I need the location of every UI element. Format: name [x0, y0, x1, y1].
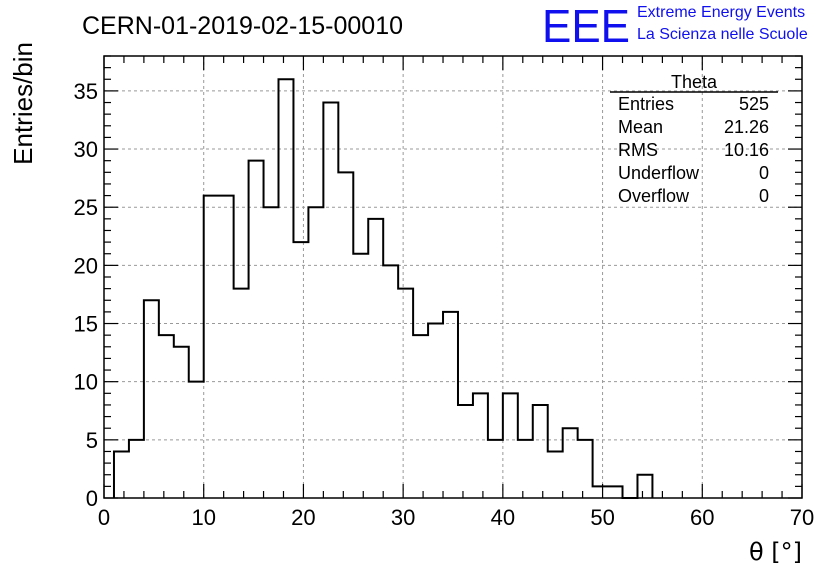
histogram-bin	[338, 172, 353, 498]
histogram-bin	[488, 440, 503, 498]
x-tick-label: 60	[690, 505, 714, 530]
grid-lines	[104, 56, 802, 498]
stats-title: Theta	[671, 72, 718, 92]
histogram-bin	[144, 300, 159, 498]
histogram-bin	[189, 382, 204, 498]
histogram-bin	[204, 196, 219, 498]
histogram-bin	[473, 393, 488, 498]
histogram-bin	[503, 393, 518, 498]
stats-rows: Entries 525 Mean 21.26 RMS 10.16 Underflow 0 Ove…	[618, 94, 769, 206]
histogram-bin	[593, 486, 608, 498]
eee-logo: EEE	[542, 0, 630, 52]
stats-label: Entries	[618, 94, 674, 114]
histogram-bin	[159, 335, 174, 498]
stats-value: 10.16	[724, 140, 769, 160]
x-tick-label: 0	[98, 505, 110, 530]
histogram-bin	[368, 219, 383, 498]
y-tick-label: 5	[86, 428, 98, 453]
y-tick-labels: 0 5 10 15 20 25 30 35	[74, 79, 98, 511]
stats-label: RMS	[618, 140, 658, 160]
histogram-bin	[458, 405, 473, 498]
axis-ticks	[103, 55, 803, 499]
histogram-bin	[578, 440, 593, 498]
stats-box: Theta Entries 525 Mean 21.26 RMS 10.16 Underfl…	[610, 72, 778, 206]
stats-value: 0	[759, 186, 769, 206]
histogram-bin	[293, 242, 308, 498]
histogram-bin	[518, 440, 533, 498]
histogram-bin	[219, 196, 234, 498]
histogram-bin	[129, 440, 144, 498]
y-tick-label: 30	[74, 137, 98, 162]
histogram-bin	[279, 79, 294, 498]
y-tick-label: 35	[74, 79, 98, 104]
stats-value: 0	[759, 163, 769, 183]
histogram-bin	[383, 265, 398, 498]
stats-value: 21.26	[724, 117, 769, 137]
histogram-bin	[443, 312, 458, 498]
histogram-bin	[608, 486, 623, 498]
histogram-outline	[112, 78, 654, 499]
histogram-bin	[323, 103, 338, 498]
stats-value: 525	[739, 94, 769, 114]
histogram-bin	[413, 335, 428, 498]
histogram-bin	[637, 475, 652, 498]
y-axis-label: Entries/bin	[8, 42, 38, 165]
x-tick-label: 40	[491, 505, 515, 530]
histogram-bin	[428, 324, 443, 498]
histogram-bin	[308, 207, 323, 498]
x-tick-label: 30	[391, 505, 415, 530]
x-tick-label: 70	[790, 505, 814, 530]
histogram-bin	[249, 161, 264, 498]
histogram-bins	[114, 79, 652, 498]
logo-line-2: La Scienza nelle Scuole	[637, 26, 808, 43]
histogram-bin	[234, 289, 249, 498]
x-tick-label: 20	[291, 505, 315, 530]
histogram-bin	[563, 428, 578, 498]
histogram-bin	[398, 289, 413, 498]
logo-line-1: Extreme Energy Events	[637, 4, 806, 21]
histogram-bin	[114, 451, 129, 498]
stats-label: Overflow	[618, 186, 690, 206]
y-tick-label: 10	[74, 370, 98, 395]
histogram-bin	[533, 405, 548, 498]
y-tick-label: 25	[74, 195, 98, 220]
y-tick-label: 0	[86, 486, 98, 511]
x-tick-label: 10	[191, 505, 215, 530]
stats-label: Mean	[618, 117, 663, 137]
stats-label: Underflow	[618, 163, 700, 183]
run-title: CERN-01-2019-02-15-00010	[82, 12, 403, 40]
x-tick-labels: 0 10 20 30 40 50 60 70	[98, 505, 814, 530]
x-axis-label: θ [°]	[749, 538, 802, 566]
histogram-bin	[174, 347, 189, 498]
histogram-bin	[353, 254, 368, 498]
histogram-bin	[264, 207, 279, 498]
x-tick-label: 50	[590, 505, 614, 530]
histogram-bin	[548, 451, 563, 498]
y-tick-label: 20	[74, 253, 98, 278]
y-tick-label: 15	[74, 312, 98, 337]
